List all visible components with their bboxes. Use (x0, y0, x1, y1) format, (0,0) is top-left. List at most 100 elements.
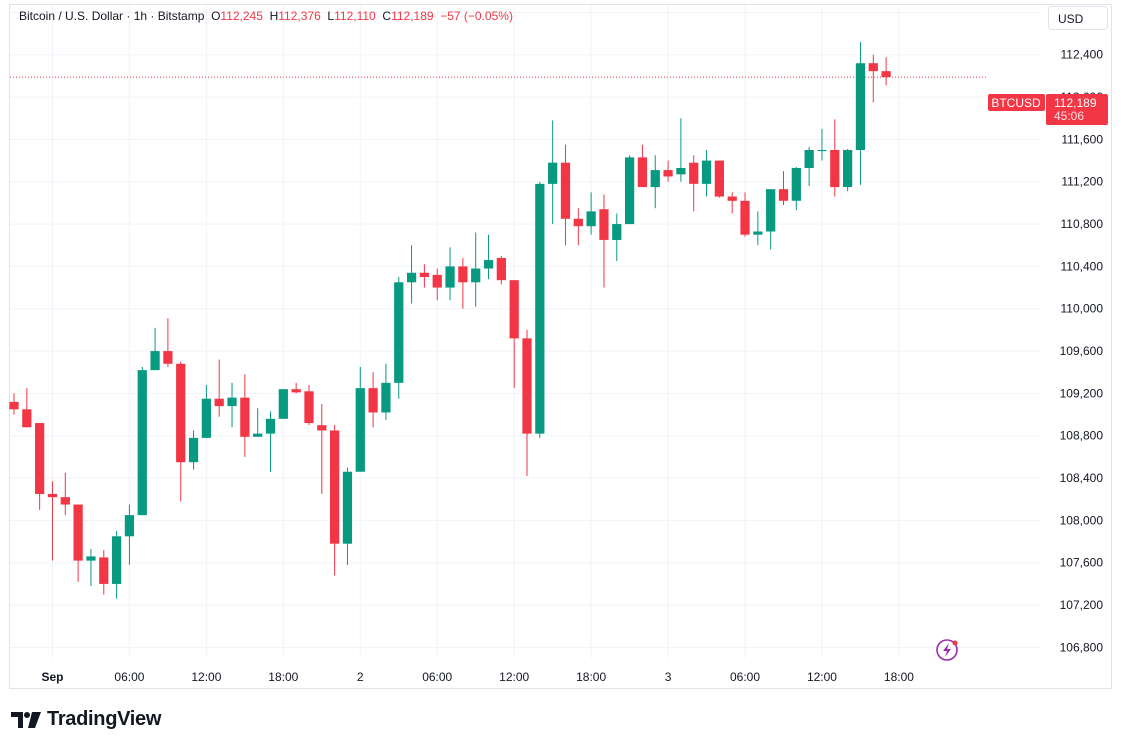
candle[interactable] (548, 120, 558, 225)
candle[interactable] (663, 160, 673, 182)
candle[interactable] (137, 366, 147, 516)
candle[interactable] (599, 194, 609, 288)
high-label: H (269, 9, 279, 23)
candle-body (445, 266, 455, 288)
candle[interactable] (9, 393, 19, 415)
candle[interactable] (560, 144, 571, 246)
candle[interactable] (612, 213, 622, 262)
candle[interactable] (291, 382, 301, 394)
candle[interactable] (47, 481, 58, 561)
candle[interactable] (406, 245, 417, 304)
candle[interactable] (471, 232, 481, 307)
candle-body (509, 280, 519, 339)
candle[interactable] (843, 148, 853, 192)
candle[interactable] (394, 276, 404, 399)
candle[interactable] (522, 329, 532, 476)
candle[interactable] (804, 146, 814, 186)
candle[interactable] (740, 192, 750, 237)
x-tick-label: 2 (357, 670, 364, 684)
candle[interactable] (278, 389, 288, 419)
x-tick-label: 12:00 (499, 670, 529, 684)
candle[interactable] (163, 318, 173, 367)
candle-body (458, 266, 468, 283)
x-tick-label: Sep (41, 670, 63, 684)
candle[interactable] (317, 403, 327, 494)
candle[interactable] (86, 548, 96, 587)
candle[interactable] (150, 327, 160, 371)
candle[interactable] (111, 530, 122, 599)
candle[interactable] (855, 42, 866, 185)
candle[interactable] (330, 425, 340, 576)
candle[interactable] (868, 54, 878, 103)
candle[interactable] (676, 118, 686, 182)
candle[interactable] (368, 372, 378, 428)
candle[interactable] (535, 181, 545, 438)
candle[interactable] (701, 149, 712, 197)
candle[interactable] (458, 257, 468, 309)
candle[interactable] (624, 155, 635, 225)
candle-body (253, 433, 263, 437)
candle[interactable] (124, 504, 135, 565)
candle[interactable] (60, 472, 70, 516)
candle-body (868, 63, 878, 72)
candle[interactable] (176, 361, 186, 502)
candle-body (35, 423, 45, 494)
candle[interactable] (817, 128, 827, 161)
candle[interactable] (22, 388, 32, 428)
candle[interactable] (445, 247, 455, 301)
candle[interactable] (240, 374, 250, 457)
candle-body (560, 162, 571, 219)
candle[interactable] (419, 264, 430, 288)
price-axis[interactable]: 106,800 107,200 107,600 108,000 108,400 108,8… (1060, 5, 1104, 654)
candle[interactable] (881, 57, 891, 86)
candle[interactable] (586, 192, 596, 235)
candle-body (483, 260, 494, 269)
candle[interactable] (509, 280, 519, 389)
candle-body (60, 497, 70, 505)
candle[interactable] (432, 268, 442, 301)
candle[interactable] (766, 189, 776, 250)
candle[interactable] (483, 234, 494, 280)
candle[interactable] (265, 411, 276, 472)
candles[interactable] (9, 42, 891, 599)
candle[interactable] (253, 408, 263, 437)
candle[interactable] (753, 211, 763, 246)
candle[interactable] (689, 155, 699, 212)
candle[interactable] (637, 144, 648, 188)
candle[interactable] (650, 155, 660, 209)
x-tick-label: 12:00 (191, 670, 221, 684)
candle[interactable] (573, 208, 583, 246)
currency-button[interactable]: USD (1048, 6, 1108, 30)
candle[interactable] (727, 192, 737, 214)
tradingview-logo[interactable]: TradingView (11, 708, 161, 731)
candle-body (522, 338, 532, 434)
candle[interactable] (496, 255, 506, 285)
candle[interactable] (791, 166, 801, 211)
candle-body (406, 272, 417, 283)
candle[interactable] (201, 384, 211, 438)
lightning-replay-icon[interactable] (936, 639, 958, 661)
candle[interactable] (227, 382, 237, 428)
price-tag-countdown: 45:06 (1054, 109, 1084, 123)
candle[interactable] (714, 160, 724, 198)
candle-body (624, 157, 635, 225)
candle[interactable] (355, 366, 365, 472)
candle[interactable] (73, 504, 83, 582)
candle[interactable] (188, 430, 199, 470)
y-tick-label: 110,800 (1061, 217, 1104, 231)
candle[interactable] (35, 423, 45, 510)
candle-body (676, 167, 686, 175)
candle[interactable] (778, 171, 789, 206)
time-axis[interactable]: Sep 06:00 12:00 18:00 2 06:00 12:00 18:00 3 06:00… (41, 670, 914, 684)
candle-body (778, 189, 789, 201)
y-tick-label: 110,400 (1061, 259, 1104, 273)
candle[interactable] (381, 363, 391, 420)
candle[interactable] (214, 359, 224, 417)
candle[interactable] (342, 467, 353, 565)
candle[interactable] (830, 119, 840, 197)
candle[interactable] (304, 384, 314, 426)
candle-body (727, 196, 737, 201)
candle[interactable] (99, 550, 109, 595)
candle-body (304, 391, 314, 424)
